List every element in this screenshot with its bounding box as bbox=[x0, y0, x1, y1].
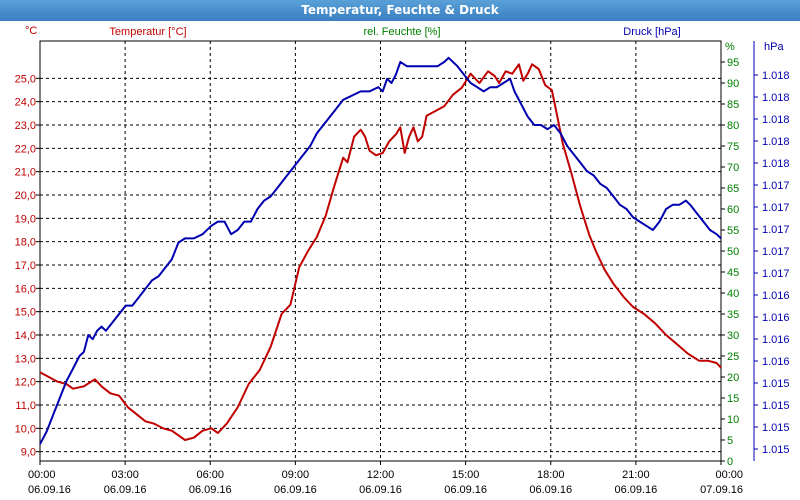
humidity-tick-label: 85 bbox=[727, 99, 739, 111]
pressure-tick-label: 1.018 bbox=[762, 114, 790, 126]
temperature-tick-label: 16,0 bbox=[15, 283, 36, 295]
x-tick-time: 21:00 bbox=[622, 469, 650, 481]
temperature-axis-ticks: 9,0 10,0 11,0 12,0 13,0 14,0 15,0 16,0 17,0 18,0 1… bbox=[15, 73, 40, 459]
humidity-tick-label: 15 bbox=[727, 393, 739, 405]
humidity-tick-label: 75 bbox=[727, 141, 739, 153]
humidity-tick-label: 5 bbox=[727, 435, 733, 447]
temperature-axis-label: Temperatur [°C] bbox=[109, 26, 186, 38]
x-tick-time: 06:00 bbox=[196, 469, 224, 481]
x-tick-date: 06.09.16 bbox=[274, 484, 317, 496]
humidity-tick-label: 65 bbox=[727, 183, 739, 195]
x-axis-ticks: 00:00 06.09.16 03:00 06.09.16 06:00 06.09.16 0… bbox=[28, 461, 743, 496]
pressure-tick-label: 1.016 bbox=[762, 334, 790, 346]
pressure-tick-label: 1.015 bbox=[762, 378, 790, 390]
humidity-tick-label: 90 bbox=[727, 78, 739, 90]
humidity-tick-label: 95 bbox=[727, 57, 739, 69]
humidity-unit: % bbox=[725, 41, 735, 53]
pressure-tick-label: 1.016 bbox=[762, 312, 790, 324]
temperature-tick-label: 17,0 bbox=[15, 260, 36, 272]
humidity-tick-label: 55 bbox=[727, 225, 739, 237]
x-tick-date: 06.09.16 bbox=[28, 484, 71, 496]
x-tick-date: 06.09.16 bbox=[529, 484, 572, 496]
pressure-tick-label: 1.015 bbox=[762, 444, 790, 456]
temperature-tick-label: 11,0 bbox=[15, 400, 36, 412]
x-tick-date: 06.09.16 bbox=[189, 484, 232, 496]
x-tick-time: 09:00 bbox=[282, 469, 310, 481]
pressure-axis-ticks: 1.018 1.018 1.018 1.018 1.018 1.017 1.017 1.017… bbox=[754, 70, 790, 456]
temperature-tick-label: 10,0 bbox=[15, 423, 36, 435]
x-tick-time: 18:00 bbox=[537, 469, 565, 481]
pressure-tick-label: 1.018 bbox=[762, 136, 790, 148]
x-tick-time: 00:00 bbox=[28, 469, 56, 481]
humidity-tick-label: 30 bbox=[727, 330, 739, 342]
humidity-tick-label: 40 bbox=[727, 288, 739, 300]
pressure-tick-label: 1.017 bbox=[762, 224, 790, 236]
window-title: Temperatur, Feuchte & Druck bbox=[0, 0, 800, 21]
temperature-tick-label: 13,0 bbox=[15, 353, 36, 365]
x-tick-time: 15:00 bbox=[452, 469, 480, 481]
temperature-tick-label: 15,0 bbox=[15, 307, 36, 319]
temperature-tick-label: 18,0 bbox=[15, 237, 36, 249]
x-tick-date: 07.09.16 bbox=[700, 484, 743, 496]
pressure-unit: hPa bbox=[764, 41, 784, 53]
humidity-tick-label: 25 bbox=[727, 351, 739, 363]
x-tick-time: 03:00 bbox=[111, 469, 139, 481]
temperature-tick-label: 20,0 bbox=[15, 190, 36, 202]
series-layer bbox=[39, 56, 722, 445]
pressure-tick-label: 1.018 bbox=[762, 92, 790, 104]
temperature-unit: °C bbox=[25, 25, 37, 37]
pressure-tick-label: 1.018 bbox=[762, 70, 790, 82]
temperature-series-line bbox=[39, 63, 722, 441]
pressure-tick-label: 1.017 bbox=[762, 180, 790, 192]
x-tick-date: 06.09.16 bbox=[104, 484, 147, 496]
pressure-tick-label: 1.017 bbox=[762, 246, 790, 258]
grid-lines bbox=[40, 41, 721, 461]
humidity-tick-label: 35 bbox=[727, 309, 739, 321]
pressure-tick-label: 1.016 bbox=[762, 356, 790, 368]
humidity-tick-label: 20 bbox=[727, 372, 739, 384]
humidity-tick-label: 50 bbox=[727, 246, 739, 258]
humidity-tick-label: 70 bbox=[727, 162, 739, 174]
temperature-tick-label: 19,0 bbox=[15, 213, 36, 225]
pressure-tick-label: 1.016 bbox=[762, 290, 790, 302]
humidity-axis-ticks: 0 5 10 15 20 25 30 35 40 45 50 55 60 65 70 75 80 85 90 95 bbox=[721, 57, 739, 468]
temperature-tick-label: 9,0 bbox=[21, 447, 36, 459]
pressure-tick-label: 1.017 bbox=[762, 202, 790, 214]
x-tick-date: 06.09.16 bbox=[444, 484, 487, 496]
pressure-tick-label: 1.015 bbox=[762, 400, 790, 412]
humidity-axis-label: rel. Feuchte [%] bbox=[363, 26, 440, 38]
temperature-tick-label: 23,0 bbox=[15, 120, 36, 132]
x-tick-date: 06.09.16 bbox=[614, 484, 657, 496]
pressure-tick-label: 1.018 bbox=[762, 158, 790, 170]
humidity-tick-label: 10 bbox=[727, 414, 739, 426]
temperature-tick-label: 22,0 bbox=[15, 143, 36, 155]
pressure-tick-label: 1.017 bbox=[762, 268, 790, 280]
temperature-tick-label: 12,0 bbox=[15, 377, 36, 389]
pressure-tick-label: 1.015 bbox=[762, 422, 790, 434]
temperature-tick-label: 24,0 bbox=[15, 97, 36, 109]
chart: 9,0 10,0 11,0 12,0 13,0 14,0 15,0 16,0 17,0 18,0 1… bbox=[15, 25, 790, 496]
humidity-tick-label: 80 bbox=[727, 120, 739, 132]
humidity-series-line bbox=[39, 56, 722, 445]
pressure-axis-label: Druck [hPa] bbox=[623, 26, 680, 38]
temperature-tick-label: 14,0 bbox=[15, 330, 36, 342]
temperature-tick-label: 25,0 bbox=[15, 73, 36, 85]
humidity-tick-label: 0 bbox=[727, 456, 733, 468]
temperature-tick-label: 21,0 bbox=[15, 167, 36, 179]
humidity-tick-label: 60 bbox=[727, 204, 739, 216]
x-tick-time: 12:00 bbox=[367, 469, 395, 481]
x-tick-date: 06.09.16 bbox=[359, 484, 402, 496]
humidity-tick-label: 45 bbox=[727, 267, 739, 279]
x-tick-time: 00:00 bbox=[715, 469, 743, 481]
